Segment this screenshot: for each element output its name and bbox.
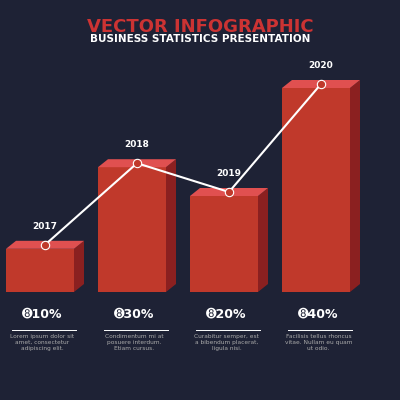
Text: 2017: 2017 [32,222,58,231]
Text: BUSINESS STATISTICS PRESENTATION: BUSINESS STATISTICS PRESENTATION [90,34,310,44]
Polygon shape [282,80,360,88]
Polygon shape [190,196,258,292]
Text: ➑30%: ➑30% [114,308,155,321]
Polygon shape [166,159,176,292]
Polygon shape [282,88,350,292]
Polygon shape [350,80,360,292]
Text: 2018: 2018 [124,140,150,149]
Text: VECTOR INFOGRAPHIC: VECTOR INFOGRAPHIC [87,18,313,36]
Polygon shape [74,241,84,292]
Text: Condimentum mi at
posuere interdum.
Etiam cursus.: Condimentum mi at posuere interdum. Etia… [105,334,164,350]
Polygon shape [98,159,176,167]
Polygon shape [98,167,166,292]
Polygon shape [190,188,268,196]
Text: Lorem ipsum dolor sit
amet, consectetur
adipiscing elit.: Lorem ipsum dolor sit amet, consectetur … [10,334,74,350]
Text: ➑10%: ➑10% [22,308,63,321]
Text: 2020: 2020 [309,61,333,70]
Polygon shape [258,188,268,292]
Text: Curabitur semper, est
a bibendum placerat,
ligula nisi.: Curabitur semper, est a bibendum placera… [194,334,259,350]
Polygon shape [6,241,84,249]
Text: 2019: 2019 [216,169,242,178]
Text: ➑40%: ➑40% [298,308,339,321]
Text: Facilisis tellus rhoncus
vitae. Nullam eu quam
ut odio.: Facilisis tellus rhoncus vitae. Nullam e… [285,334,352,350]
Text: ➑20%: ➑20% [206,308,247,321]
Polygon shape [6,249,74,292]
